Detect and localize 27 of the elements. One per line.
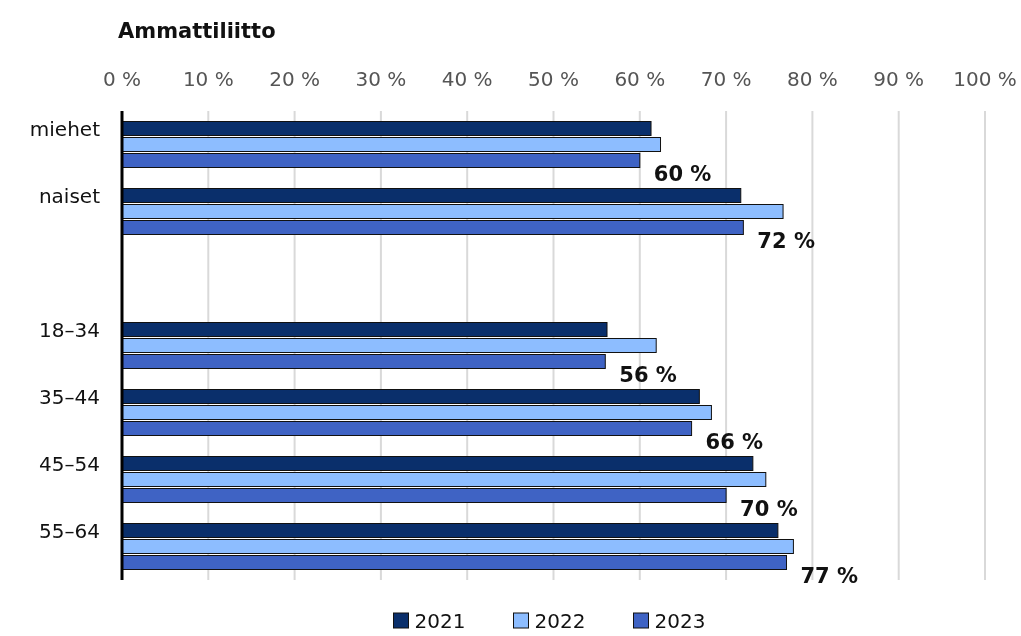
x-tick-label: 90 % (873, 67, 925, 91)
y-tick-label: 35–44 (39, 384, 100, 409)
chart-title: Ammattiliitto (118, 19, 276, 43)
y-tick-label: 18–34 (39, 317, 100, 342)
data-label: 70 % (740, 496, 798, 521)
data-label: 60 % (653, 161, 712, 186)
y-tick-label: miehet (29, 116, 101, 141)
legend-label: 2023 (654, 609, 706, 633)
x-tick-label: 50 % (528, 67, 579, 91)
x-tick-label: 10 % (182, 67, 234, 91)
data-label: 56 % (619, 362, 677, 387)
x-tick-label: 20 % (269, 67, 321, 91)
x-tick-label: 100 % (953, 67, 1017, 91)
data-label: 72 % (757, 228, 815, 253)
x-tick-label: 80 % (786, 67, 838, 91)
y-tick-label: 55–64 (39, 518, 100, 543)
x-tick-label: 30 % (355, 67, 407, 91)
y-tick-label: 45–54 (39, 451, 100, 476)
x-tick-label: 40 % (441, 67, 493, 91)
legend-label: 2022 (534, 609, 586, 633)
data-label: 77 % (800, 563, 859, 588)
legend-label: 2021 (414, 609, 466, 633)
x-tick-label: 0 % (102, 67, 142, 91)
data-label: 66 % (705, 429, 764, 454)
x-tick-label: 70 % (700, 67, 752, 91)
x-tick-label: 60 % (614, 67, 666, 91)
y-tick-label: naiset (38, 183, 101, 208)
